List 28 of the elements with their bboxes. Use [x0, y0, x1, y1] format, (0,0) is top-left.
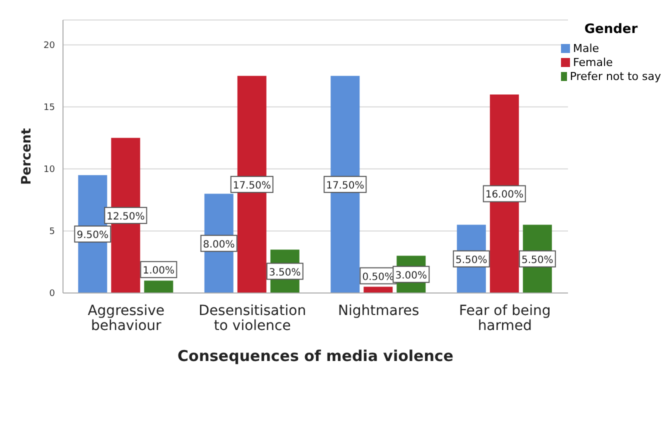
- data-label: 5.50%: [456, 254, 488, 266]
- data-label: 9.50%: [76, 230, 109, 242]
- legend-title: Gender: [583, 22, 639, 37]
- bar: [144, 280, 174, 293]
- y-axis-title: Percent: [20, 128, 35, 185]
- data-label: 17.50%: [232, 180, 271, 192]
- y-tick-label: 10: [44, 165, 56, 176]
- data-label: 8.00%: [203, 239, 235, 250]
- legend-label: Prefer not to say: [570, 70, 661, 82]
- x-tick-label: Nightmares: [338, 303, 420, 319]
- data-label: 0.50%: [362, 272, 394, 283]
- data-label: 3.50%: [269, 267, 301, 278]
- y-tick-label: 5: [49, 227, 55, 238]
- x-tick-label: Aggressive behaviour: [88, 303, 165, 334]
- y-tick-label: 15: [44, 103, 55, 114]
- data-label: 3.00%: [395, 270, 428, 282]
- x-tick-label: Desensitisation to violence: [198, 303, 306, 334]
- data-label: 17.50%: [326, 180, 364, 192]
- data-label: 1.00%: [142, 266, 175, 277]
- legend-label: Male: [573, 42, 600, 54]
- x-tick-label: Fear of being harmed: [458, 303, 551, 334]
- y-tick-label: 0: [49, 289, 56, 300]
- y-tick-label: 20: [44, 41, 56, 52]
- data-label: 12.50%: [106, 211, 145, 222]
- x-axis-title: Consequences of media violence: [178, 347, 454, 365]
- legend-label: Female: [573, 56, 613, 68]
- data-label: 16.00%: [485, 190, 524, 201]
- data-label: 5.50%: [522, 254, 554, 266]
